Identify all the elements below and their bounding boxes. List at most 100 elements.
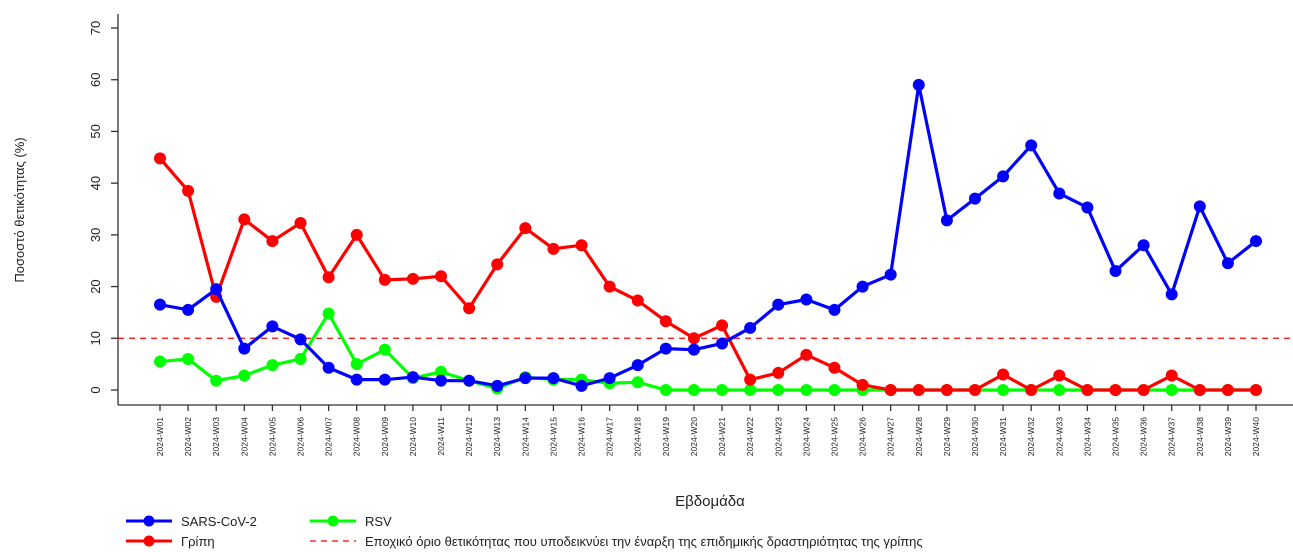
data-point [631, 359, 644, 372]
x-tick-label: 2024-W27 [886, 417, 896, 456]
x-tick-label: 2024-W34 [1082, 417, 1092, 456]
data-point [378, 373, 391, 386]
x-tick-label: 2024-W21 [717, 417, 727, 456]
data-point [1053, 384, 1066, 396]
series-γρ-πη [154, 152, 1262, 396]
data-point [575, 379, 588, 392]
data-point [322, 307, 335, 320]
x-tick-label: 2024-W02 [183, 417, 193, 456]
data-point [154, 298, 166, 311]
series-layer [154, 78, 1262, 396]
legend-label: SARS-CoV-2 [181, 514, 257, 529]
data-point [1025, 384, 1038, 396]
data-point [631, 294, 644, 307]
data-point [997, 384, 1010, 396]
data-point [1053, 187, 1066, 200]
x-tick-label: 2024-W32 [1026, 417, 1036, 456]
x-tick-label: 2024-W07 [324, 417, 334, 456]
y-axis-label: Ποσοστό θετικότητας (%) [12, 137, 27, 282]
x-tick-label: 2024-W04 [239, 417, 249, 456]
y-tick-label: 70 [88, 21, 103, 35]
data-point [1081, 384, 1094, 396]
data-point [1165, 384, 1178, 396]
x-tick-label: 2024-W06 [296, 417, 306, 456]
series-sars-cov-2 [154, 78, 1262, 392]
data-point [182, 184, 195, 197]
data-point [744, 321, 757, 334]
y-tick-label: 50 [88, 124, 103, 138]
data-point [266, 359, 279, 372]
legend-item: RSV [310, 514, 392, 529]
data-point [800, 384, 813, 396]
data-point [800, 293, 813, 306]
data-point [1193, 200, 1206, 213]
series-rsv [154, 307, 1262, 396]
x-tick-label: 2024-W36 [1139, 417, 1149, 456]
x-tick-label: 2024-W17 [605, 417, 615, 456]
x-tick-label: 2024-W03 [211, 417, 221, 456]
data-point [687, 332, 700, 345]
legend-item: Γρίπη [126, 534, 215, 549]
x-tick-label: 2024-W40 [1251, 417, 1261, 456]
data-point [772, 366, 785, 379]
x-tick-label: 2024-W16 [577, 417, 587, 456]
data-point [884, 384, 897, 396]
data-point [687, 343, 700, 356]
x-tick-label: 2024-W10 [408, 417, 418, 456]
x-tick-label: 2024-W38 [1195, 417, 1205, 456]
data-point [659, 315, 672, 328]
data-point [1193, 384, 1206, 396]
data-point [603, 280, 616, 293]
data-point [547, 242, 560, 255]
legend-label: RSV [365, 514, 392, 529]
data-point [716, 319, 729, 332]
data-point [378, 273, 391, 286]
x-tick-label: 2024-W19 [661, 417, 671, 456]
data-point [154, 355, 166, 368]
x-tick-label: 2024-W37 [1167, 417, 1177, 456]
legend-label: Γρίπη [181, 534, 215, 549]
legend: SARS-CoV-2 Γρίπη RSV Εποχικό όριο θετικότητ… [126, 514, 923, 549]
x-tick-label: 2024-W15 [548, 417, 558, 456]
data-point [828, 361, 841, 374]
x-axis-label: Εβδομάδα [675, 493, 745, 510]
x-tick-label: 2024-W29 [942, 417, 952, 456]
data-point [463, 302, 476, 315]
series-line [158, 157, 1256, 392]
x-tick-label: 2024-W08 [352, 417, 362, 456]
x-tick-label: 2024-W25 [829, 417, 839, 456]
data-point [884, 268, 897, 281]
legend-marker [143, 535, 155, 547]
series-line [159, 311, 1256, 392]
data-point [350, 228, 363, 241]
data-point [940, 384, 953, 396]
y-tick-label: 10 [88, 331, 103, 345]
data-point [1165, 288, 1178, 301]
data-point [659, 342, 672, 355]
data-point [463, 374, 476, 387]
x-tick-label: 2024-W05 [267, 417, 277, 456]
x-tick-label: 2024-W01 [155, 417, 165, 456]
data-point [1165, 369, 1178, 382]
data-point [547, 372, 560, 385]
x-tick-label: 2024-W26 [858, 417, 868, 456]
data-point [519, 222, 532, 235]
x-tick-label: 2024-W24 [801, 417, 811, 456]
data-point [968, 384, 981, 396]
data-point [322, 271, 335, 284]
data-point [154, 152, 166, 165]
data-point [491, 258, 504, 271]
data-point [1109, 265, 1122, 278]
data-point [687, 384, 700, 396]
data-point [603, 372, 616, 385]
x-tick-label: 2024-W14 [520, 417, 530, 456]
x-tick-label: 2024-W28 [914, 417, 924, 456]
legend-marker [143, 515, 155, 527]
x-tick-label: 2024-W33 [1054, 417, 1064, 456]
data-point [940, 214, 953, 227]
legend-marker [327, 515, 339, 527]
x-tick-label: 2024-W39 [1223, 417, 1233, 456]
legend-item: SARS-CoV-2 [126, 514, 257, 529]
y-tick-label: 30 [88, 228, 103, 242]
